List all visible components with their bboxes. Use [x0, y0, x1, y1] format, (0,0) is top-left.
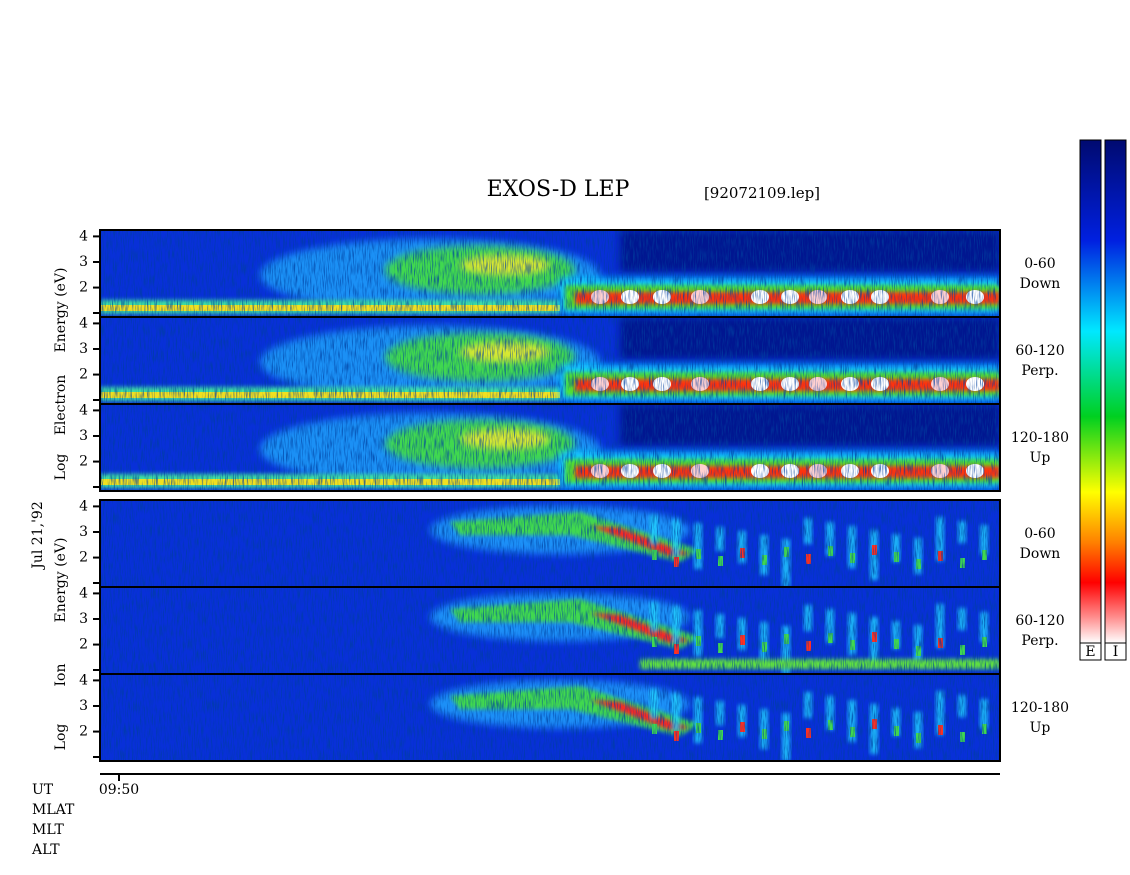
file-name: [92072109.lep] [704, 184, 820, 202]
time-tick-label: 09:50 [99, 782, 139, 798]
y-axis-label: Electron [53, 375, 69, 436]
color-bar-box [1079, 642, 1102, 661]
panel-range: 120-180 [1011, 700, 1069, 716]
y-tick-label: 4 [79, 585, 88, 601]
y-axis-label: Log [53, 454, 69, 481]
spectrogram [100, 500, 1000, 587]
spectrogram [100, 674, 1000, 761]
color-bar [1104, 139, 1127, 644]
spectrogram-panels: 2 3 4 0-60 Down 2 3 4 60-120 Perp. 2 3 4 120-180 Up 2 3 4… [79, 228, 1069, 762]
noise [100, 317, 1000, 404]
y-tick-label: 2 [79, 454, 88, 470]
y-tick-label: 4 [79, 672, 88, 688]
y-tick-label: 4 [79, 498, 88, 514]
spectrogram [100, 230, 1000, 317]
y-tick-label: 3 [79, 611, 88, 627]
noise [100, 404, 1000, 491]
color-bar-label: I [1113, 644, 1119, 660]
color-bar [1079, 139, 1102, 644]
y-axis-label: Log [53, 724, 69, 751]
y-axis-label: Energy (eV) [53, 268, 69, 353]
y-tick-label: 2 [79, 724, 88, 740]
y-axis-label: Energy (eV) [53, 538, 69, 623]
panel-frame [99, 673, 1001, 762]
noise [100, 674, 1000, 761]
panel: 2 3 4 60-120 Perp. [79, 315, 1065, 405]
chart-title: EXOS-D LEP [487, 177, 630, 202]
panel-direction: Up [1030, 450, 1051, 466]
panel-direction: Down [1020, 546, 1061, 562]
panel-direction: Perp. [1021, 363, 1058, 379]
y-tick-label: 3 [79, 428, 88, 444]
panel-range: 0-60 [1024, 256, 1055, 272]
panel: 2 3 4 120-180 Up [79, 402, 1069, 492]
panel: 2 3 4 0-60 Down [79, 228, 1061, 318]
spectrogram [100, 317, 1000, 404]
y-tick-label: 4 [79, 402, 88, 418]
y-tick-label: 2 [79, 367, 88, 383]
y-tick-label: 3 [79, 524, 88, 540]
y-tick-label: 3 [79, 254, 88, 270]
y-tick-label: 3 [79, 698, 88, 714]
y-axis-label: Ion [53, 664, 69, 687]
panel-direction: Down [1020, 276, 1061, 292]
color-bar-label: E [1085, 644, 1095, 660]
color-bar-box [1104, 642, 1127, 661]
row-label: UT [32, 782, 54, 798]
y-tick-label: 2 [79, 637, 88, 653]
y-tick-label: 4 [79, 228, 88, 244]
panel: 2 3 4 120-180 Up [79, 672, 1069, 762]
row-label: ALT [31, 842, 60, 858]
panel-range: 120-180 [1011, 430, 1069, 446]
y-tick-label: 2 [79, 550, 88, 566]
row-label: MLAT [32, 802, 75, 818]
y-tick-label: 3 [79, 341, 88, 357]
y-tick-label: 2 [79, 280, 88, 296]
panel-range: 60-120 [1015, 613, 1064, 629]
panel-frame [99, 403, 1001, 492]
noise [100, 587, 1000, 674]
date-label: Jul 21,'92 [30, 501, 46, 570]
panel-direction: Perp. [1021, 633, 1058, 649]
panel-direction: Up [1030, 720, 1051, 736]
noise [100, 500, 1000, 587]
panel: 2 3 4 60-120 Perp. [79, 585, 1065, 675]
spectrogram [100, 404, 1000, 491]
spectrogram [100, 587, 1000, 674]
panel: 2 3 4 0-60 Down [79, 498, 1061, 588]
panel-range: 60-120 [1015, 343, 1064, 359]
noise [100, 230, 1000, 317]
y-tick-label: 4 [79, 315, 88, 331]
panel-range: 0-60 [1024, 526, 1055, 542]
row-label: MLT [32, 822, 64, 838]
